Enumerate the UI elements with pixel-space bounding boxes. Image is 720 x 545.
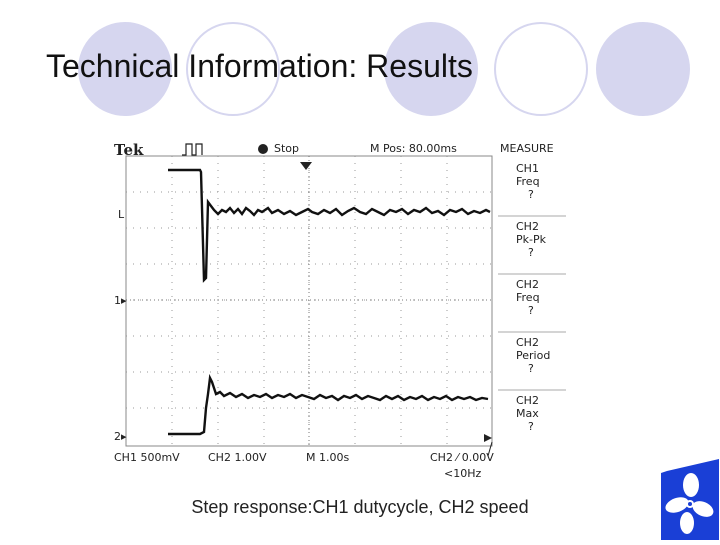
measurement-type: Max (516, 407, 539, 420)
measurement-1: CH1 Freq ? (516, 162, 576, 201)
ch1-marker: 1▸ (114, 294, 127, 307)
measurement-value: ? (528, 246, 534, 259)
measurement-channel: CH1 (516, 162, 539, 175)
measurement-type: Freq (516, 175, 540, 188)
fan-logo (661, 459, 719, 540)
measurement-2: CH2 Pk-Pk ? (516, 220, 576, 259)
slide-title: Technical Information: Results (46, 48, 473, 84)
measurement-channel: CH2 (516, 336, 539, 349)
fan-icon (661, 459, 719, 540)
measurement-value: ? (528, 362, 534, 375)
measure-menu-title: MEASURE (500, 142, 554, 155)
measurement-channel: CH2 (516, 278, 539, 291)
measurement-value: ? (528, 420, 534, 433)
trigger-setting: CH2 ⁄ 0.00V (430, 451, 494, 464)
decor-circle-1 (78, 22, 172, 116)
scope-graticule (125, 138, 568, 457)
figure-caption: Step response:CH1 dutycycle, CH2 speed (191, 497, 529, 517)
measurement-value: ? (528, 304, 534, 317)
ch1-scale: CH1 500mV (114, 451, 180, 464)
measurement-value: ? (528, 188, 534, 201)
level-marker: L (118, 208, 125, 221)
timebase: M 1.00s (306, 451, 350, 464)
decor-circle-4 (494, 22, 588, 116)
trigger-frequency: <10Hz (444, 467, 482, 480)
ch2-marker: 2▸ (114, 430, 127, 443)
measurement-channel: CH2 (516, 220, 539, 233)
measurement-type: Period (516, 349, 551, 362)
measurement-3: CH2 Freq ? (516, 278, 576, 317)
decor-circle-3 (384, 22, 478, 116)
measurement-5: CH2 Max ? (516, 394, 576, 433)
measurement-type: Freq (516, 291, 540, 304)
decor-circle-5 (596, 22, 690, 116)
oscilloscope-screen: Tek Stop M Pos: 80.00ms MEASURE CH1 Freq… (112, 138, 568, 484)
run-state: Stop (274, 142, 300, 155)
measurement-channel: CH2 (516, 394, 539, 407)
measurement-4: CH2 Period ? (516, 336, 576, 375)
scope-brand: Tek (114, 141, 144, 159)
measurement-type: Pk-Pk (516, 233, 546, 246)
position-readout: M Pos: 80.00ms (370, 142, 457, 155)
decor-circle-2 (186, 22, 280, 116)
ch2-scale: CH2 1.00V (208, 451, 267, 464)
